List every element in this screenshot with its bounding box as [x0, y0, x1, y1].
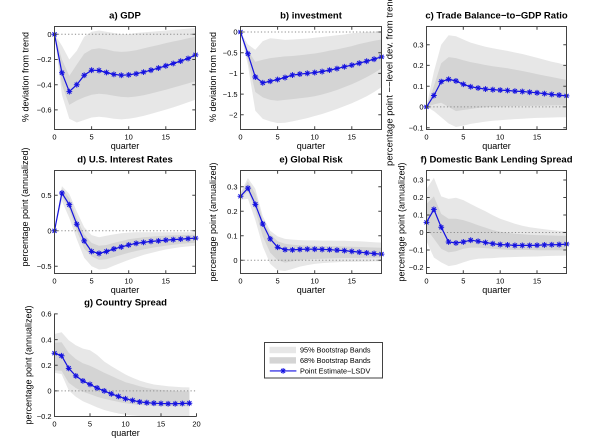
svg-text:0: 0: [424, 277, 428, 286]
svg-text:5: 5: [461, 133, 465, 142]
svg-text:a) GDP: a) GDP: [109, 11, 141, 22]
svg-text:15: 15: [157, 420, 165, 429]
svg-text:0: 0: [419, 103, 423, 112]
svg-text:−0.5: −0.5: [223, 48, 238, 57]
svg-text:10: 10: [311, 277, 319, 286]
svg-text:95% Bootstrap Bands: 95% Bootstrap Bands: [300, 346, 371, 355]
svg-text:0.3: 0.3: [413, 40, 423, 49]
svg-text:−1.5: −1.5: [223, 90, 238, 99]
svg-text:e) Global Risk: e) Global Risk: [279, 155, 343, 166]
svg-text:5: 5: [90, 277, 94, 286]
svg-text:20: 20: [192, 420, 200, 429]
svg-text:quarter: quarter: [482, 285, 511, 295]
svg-text:percentage point (annualized): percentage point (annualized): [24, 305, 34, 424]
svg-text:0: 0: [52, 277, 56, 286]
svg-text:10: 10: [125, 133, 133, 142]
svg-text:−0.2: −0.2: [409, 263, 424, 272]
svg-text:10: 10: [121, 420, 129, 429]
svg-text:quarter: quarter: [297, 141, 326, 151]
svg-text:0: 0: [233, 256, 237, 265]
svg-text:0: 0: [424, 133, 428, 142]
svg-text:0: 0: [47, 227, 51, 236]
svg-text:0: 0: [233, 28, 237, 37]
svg-text:quarter: quarter: [297, 285, 326, 295]
svg-text:g) Country Spread: g) Country Spread: [84, 298, 167, 309]
svg-text:quarter: quarter: [111, 285, 140, 295]
svg-text:15: 15: [162, 277, 170, 286]
svg-text:0.2: 0.2: [413, 193, 423, 202]
svg-text:0.6: 0.6: [41, 310, 51, 319]
svg-text:0.5: 0.5: [41, 191, 51, 200]
svg-text:0: 0: [238, 133, 242, 142]
svg-text:−1: −1: [229, 69, 238, 78]
svg-text:0.2: 0.2: [41, 361, 51, 370]
svg-text:quarter: quarter: [111, 428, 140, 438]
svg-text:5: 5: [90, 133, 94, 142]
svg-text:−0.1: −0.1: [409, 246, 424, 255]
svg-text:percentage point (annualized): percentage point (annualized): [208, 162, 218, 281]
svg-text:−2: −2: [229, 111, 238, 120]
svg-text:10: 10: [125, 277, 133, 286]
svg-text:68% Bootstrap Bands: 68% Bootstrap Bands: [300, 356, 371, 365]
svg-text:0.1: 0.1: [413, 82, 423, 91]
svg-text:f) Domestic Bank Lending Sprea: f) Domestic Bank Lending Spread: [420, 155, 572, 166]
svg-text:0.3: 0.3: [227, 182, 237, 191]
svg-text:10: 10: [496, 133, 504, 142]
svg-text:% deviation from trend: % deviation from trend: [208, 32, 218, 122]
svg-text:15: 15: [533, 277, 541, 286]
svg-text:0.1: 0.1: [227, 231, 237, 240]
svg-text:5: 5: [276, 277, 280, 286]
svg-text:0.3: 0.3: [413, 176, 423, 185]
svg-text:0.4: 0.4: [41, 335, 51, 344]
svg-text:percentage point −−level dev.: percentage point −−level dev. from trend: [385, 0, 396, 166]
svg-text:−0.2: −0.2: [37, 412, 52, 421]
svg-text:10: 10: [496, 277, 504, 286]
svg-text:0.2: 0.2: [227, 207, 237, 216]
svg-text:0: 0: [52, 133, 56, 142]
svg-text:15: 15: [533, 133, 541, 142]
svg-text:0: 0: [47, 387, 51, 396]
svg-text:15: 15: [348, 133, 356, 142]
svg-text:−0.1: −0.1: [409, 123, 424, 132]
svg-text:−0.5: −0.5: [37, 262, 52, 271]
svg-text:15: 15: [162, 133, 170, 142]
svg-text:5: 5: [276, 133, 280, 142]
svg-text:% deviation from trend: % deviation from trend: [21, 32, 31, 122]
svg-text:Point Estimate−LSDV: Point Estimate−LSDV: [300, 367, 371, 376]
svg-text:b) investment: b) investment: [280, 11, 343, 22]
svg-text:5: 5: [461, 277, 465, 286]
svg-text:quarter: quarter: [111, 141, 140, 151]
svg-text:−0.4: −0.4: [37, 80, 52, 89]
svg-text:percentage point (annualized): percentage point (annualized): [20, 147, 30, 266]
svg-text:−0.6: −0.6: [37, 106, 52, 115]
svg-text:0: 0: [238, 277, 242, 286]
svg-text:d) U.S. Interest Rates: d) U.S. Interest Rates: [77, 155, 173, 166]
svg-text:0: 0: [52, 420, 56, 429]
svg-text:percentage point (annualized): percentage point (annualized): [397, 162, 407, 281]
svg-text:0.1: 0.1: [413, 211, 423, 220]
svg-text:15: 15: [348, 277, 356, 286]
svg-text:0.2: 0.2: [413, 61, 423, 70]
svg-text:c) Trade Balance−to−GDP Ratio: c) Trade Balance−to−GDP Ratio: [425, 11, 568, 22]
svg-text:0: 0: [419, 228, 423, 237]
svg-text:quarter: quarter: [482, 141, 511, 151]
svg-text:−0.2: −0.2: [37, 55, 52, 64]
svg-text:0: 0: [47, 30, 51, 39]
svg-text:10: 10: [311, 133, 319, 142]
svg-text:5: 5: [88, 420, 92, 429]
